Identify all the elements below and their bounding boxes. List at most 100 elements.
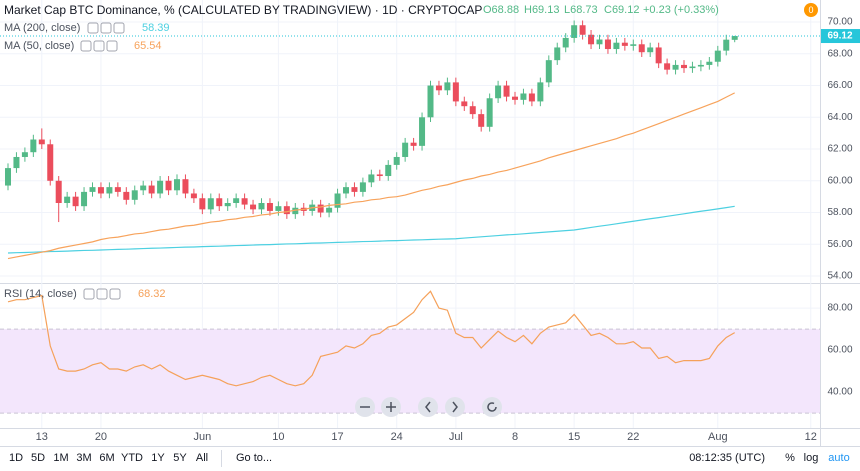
range-button[interactable]: 6M [99,452,114,464]
range-button[interactable]: 1Y [151,452,165,464]
eye-icon[interactable] [87,22,99,34]
candle-body [427,85,434,118]
candle-body [419,117,426,146]
eye-icon[interactable] [83,288,95,300]
range-button[interactable]: 5Y [173,452,187,464]
chart-title: Market Cap BTC Dominance, % (CALCULATED … [4,3,482,17]
candle-body [275,206,282,211]
close-icon[interactable] [109,288,121,300]
y-tick-label: 68.00 [827,48,852,59]
candle-body [317,204,324,213]
candle-body [368,174,375,183]
candle-body [512,96,518,100]
candle-body [250,204,257,210]
candle-body [486,98,493,127]
candle-body [655,47,662,64]
legend-icons [80,22,125,300]
candle-body [64,196,71,204]
y-tick-label: 56.00 [827,239,852,250]
alerts-badge[interactable] [804,3,818,17]
ma200-legend: MA (200, close) [4,22,80,34]
x-tick-label: 15 [568,431,580,443]
candle-body [123,191,130,200]
candle-body [664,63,671,70]
candle-body [351,187,358,192]
overlay-layer: Market Cap BTC Dominance, % (CALCULATED … [4,3,850,467]
range-button[interactable]: YTD [121,452,143,464]
candle-body [723,39,730,51]
candle-body [588,34,595,45]
x-tick-label: Aug [708,431,728,443]
candle-body [199,198,206,210]
eye-icon[interactable] [80,40,92,52]
candle-body [13,156,20,169]
range-button[interactable]: 5D [31,452,45,464]
candle-body [283,206,290,215]
clock: 08:12:35 (UTC) [689,452,765,464]
candle-body [258,203,265,210]
candle-body [266,203,273,211]
settings-icon[interactable] [100,22,112,34]
x-tick-label: 20 [95,431,107,443]
candle-body [241,198,248,205]
candle-body [697,64,704,67]
x-tick-label: 22 [627,431,639,443]
legend-value: 58.39 [142,22,170,34]
candle-body [97,187,104,194]
settings-icon[interactable] [96,288,108,300]
y-tick-label: 64.00 [827,112,852,123]
candle-body [731,36,738,40]
candle-body [478,114,485,127]
settings-icon[interactable] [93,40,105,52]
series-line [7,290,736,387]
range-button[interactable]: 3M [76,452,91,464]
candle-body [638,44,645,53]
candle-body [410,142,417,146]
rsi-band [0,329,820,414]
x-tick-label: Jul [449,431,463,443]
candle-body [343,187,349,194]
legend-change: +0.23 (+0.33%) [643,4,719,16]
goto-button[interactable]: Go to... [236,452,272,464]
range-button[interactable]: All [196,452,208,464]
candle-body [131,190,138,200]
close-icon[interactable] [113,22,125,34]
legend-value: 65.54 [134,40,162,52]
candle-body [528,93,535,102]
range-button[interactable]: 1M [53,452,68,464]
candle-body [714,50,721,62]
candle-body [174,179,180,191]
y-tick-label: 66.00 [827,80,852,91]
legend-high: H69.13 [524,4,559,16]
y-tick-label: 60.00 [827,345,852,356]
auto-toggle[interactable]: auto [828,452,849,464]
scroll-left-button[interactable] [418,397,438,417]
plot-layer: 58.39 65.54 68.32 13 20 Jun 10 17 24 Jul 8 15 22 Aug 1… [0,0,860,443]
percent-toggle[interactable]: % [785,452,795,464]
close-icon[interactable] [106,40,118,52]
range-button[interactable]: 1D [9,452,23,464]
candle-body [571,25,578,38]
candle-body [647,47,654,53]
candle-body [157,180,164,194]
candle-body [81,191,88,207]
candle-body [216,198,223,207]
rsi-legend: RSI (14, close) [4,288,77,300]
ma50-legend: MA (50, close) [4,40,74,52]
legend-value: 68.32 [138,288,166,300]
candle-body [689,66,696,69]
scroll-right-button[interactable] [445,397,465,417]
x-tick-label: 13 [36,431,48,443]
log-toggle[interactable]: log [804,452,819,464]
candle-body [402,142,409,157]
right-icon [452,401,458,413]
reset-button[interactable] [482,397,502,417]
x-tick-label: 24 [391,431,403,443]
reset-icon [487,402,497,412]
candle-body [326,207,333,213]
candle-body [140,185,147,191]
candle-body [706,61,713,65]
candle-body [38,139,45,145]
candle-body [503,85,510,97]
candle-body [55,180,62,204]
